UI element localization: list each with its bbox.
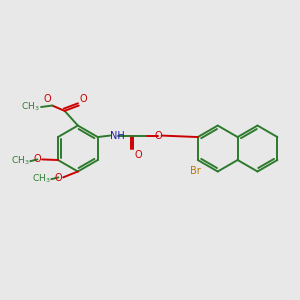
Text: CH$_3$: CH$_3$ [32, 173, 50, 185]
Text: O: O [34, 154, 41, 164]
Text: O: O [154, 130, 162, 141]
Text: CH$_3$: CH$_3$ [21, 100, 40, 113]
Text: NH: NH [110, 130, 125, 141]
Text: O: O [44, 94, 51, 104]
Text: CH$_3$: CH$_3$ [11, 155, 29, 167]
Text: O: O [79, 94, 87, 104]
Text: O: O [55, 173, 62, 183]
Text: Br: Br [190, 167, 201, 176]
Text: O: O [134, 150, 142, 160]
